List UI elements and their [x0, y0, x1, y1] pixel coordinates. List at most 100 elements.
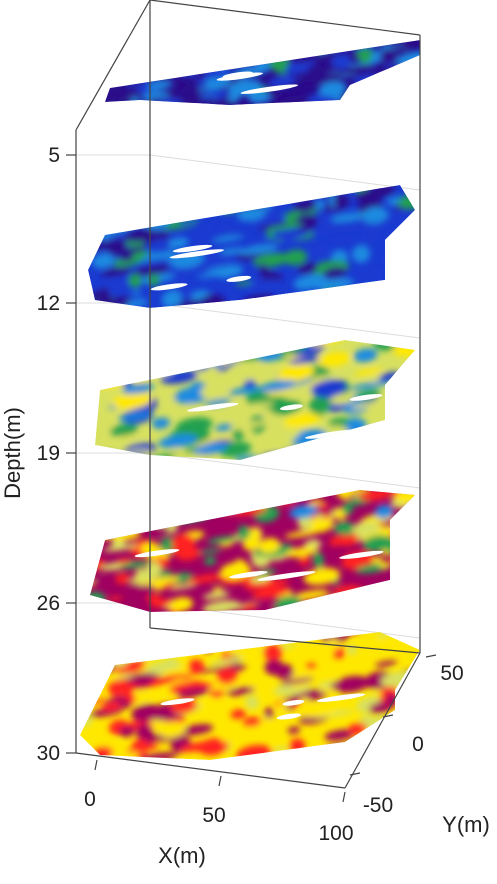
- anomaly-blob: [353, 348, 378, 363]
- anomaly-blob: [310, 242, 327, 258]
- anomaly-blob: [380, 549, 390, 556]
- anomaly-blob: [267, 75, 298, 88]
- depth-tick-label: 12: [37, 292, 60, 315]
- anomaly-blob: [192, 43, 210, 53]
- anomaly-blob: [312, 439, 348, 455]
- anomaly-blob: [131, 46, 151, 54]
- anomaly-blob: [151, 58, 164, 65]
- anomaly-blob: [305, 663, 316, 669]
- no-data-gap: [172, 244, 213, 253]
- anomaly-blob: [375, 660, 398, 667]
- anomaly-blob: [382, 599, 407, 612]
- anomaly-blob: [352, 245, 371, 263]
- anomaly-blob: [402, 230, 414, 240]
- anomaly-blob: [188, 203, 224, 211]
- anomaly-blob: [149, 598, 172, 608]
- anomaly-blob: [191, 45, 207, 59]
- anomaly-blob: [318, 210, 344, 230]
- anomaly-blob: [252, 555, 271, 568]
- anomaly-blob: [147, 80, 174, 90]
- anomaly-blob: [242, 40, 258, 46]
- anomaly-blob: [125, 40, 163, 50]
- anomaly-blob: [234, 57, 264, 64]
- anomaly-blob: [379, 48, 398, 63]
- anomaly-blob: [117, 412, 152, 421]
- no-data-gap: [160, 698, 195, 706]
- anomaly-blob: [117, 214, 151, 223]
- anomaly-blob: [120, 251, 134, 262]
- grid-lines: [76, 154, 421, 639]
- anomaly-blob: [331, 212, 368, 223]
- anomaly-blob: [390, 262, 415, 274]
- anomaly-blob: [284, 40, 307, 47]
- anomaly-blob: [397, 560, 408, 578]
- anomaly-blob: [159, 357, 176, 374]
- anomaly-blob: [110, 423, 139, 437]
- anomaly-blob: [366, 588, 399, 603]
- anomaly-blob: [229, 195, 245, 206]
- anomaly-blob: [235, 280, 252, 286]
- anomaly-blob: [98, 210, 117, 223]
- anomaly-blob: [152, 501, 192, 520]
- anomaly-blob: [132, 65, 160, 76]
- anomaly-blob: [294, 185, 330, 198]
- anomaly-blob: [305, 67, 339, 76]
- depth-slice-19: [90, 490, 415, 612]
- anomaly-blob: [250, 578, 290, 588]
- y-axis-title: Y(m): [442, 812, 490, 837]
- anomaly-blob: [218, 341, 237, 349]
- no-data-gap: [134, 549, 180, 558]
- anomaly-blob: [402, 436, 415, 453]
- anomaly-blob: [200, 200, 235, 214]
- anomaly-blob: [198, 84, 225, 92]
- anomaly-blob: [171, 200, 192, 209]
- anomaly-blob: [406, 65, 420, 75]
- anomaly-blob: [392, 82, 420, 96]
- anomaly-blob: [162, 666, 193, 674]
- anomaly-blob: [117, 558, 131, 564]
- anomaly-blob: [289, 504, 318, 519]
- anomaly-blob: [334, 291, 364, 306]
- anomaly-blob: [205, 43, 231, 60]
- anomaly-blob: [111, 348, 123, 367]
- slices-layer: [80, 40, 420, 760]
- x-tick-label: 100: [318, 822, 353, 845]
- anomaly-blob: [119, 726, 135, 737]
- anomaly-blob: [112, 257, 142, 267]
- anomaly-blob: [346, 297, 371, 306]
- anomaly-blob: [91, 253, 115, 269]
- anomaly-blob: [105, 88, 125, 95]
- anomaly-blob: [223, 490, 261, 499]
- anomaly-blob: [207, 41, 221, 59]
- anomaly-blob: [288, 356, 321, 365]
- anomaly-blob: [199, 185, 226, 194]
- anomaly-blob: [115, 573, 130, 585]
- anomaly-blob: [144, 632, 179, 645]
- anomaly-blob: [95, 364, 100, 372]
- anomaly-blob: [217, 340, 236, 354]
- anomaly-blob: [378, 288, 415, 298]
- y-tick-label: -50: [363, 794, 393, 817]
- anomaly-blob: [258, 222, 291, 231]
- anomaly-blob: [90, 517, 112, 529]
- anomaly-blob: [312, 447, 335, 460]
- anomaly-blob: [199, 698, 226, 706]
- anomaly-blob: [282, 60, 317, 70]
- anomaly-blob: [169, 596, 194, 612]
- anomaly-blob: [350, 738, 366, 748]
- anomaly-blob: [132, 739, 149, 752]
- anomaly-blob: [406, 61, 420, 73]
- anomaly-blob: [324, 729, 355, 741]
- anomaly-blob: [321, 597, 339, 603]
- anomaly-blob: [263, 644, 283, 661]
- anomaly-blob: [136, 41, 158, 47]
- anomaly-blob: [216, 668, 238, 685]
- anomaly-blob: [390, 407, 415, 424]
- anomaly-blob: [307, 515, 334, 533]
- anomaly-blob: [207, 536, 238, 544]
- anomaly-blob: [197, 271, 228, 279]
- anomaly-blob: [386, 693, 398, 708]
- no-data-gap: [349, 394, 383, 401]
- anomaly-blob: [138, 43, 159, 49]
- anomaly-blob: [112, 637, 132, 653]
